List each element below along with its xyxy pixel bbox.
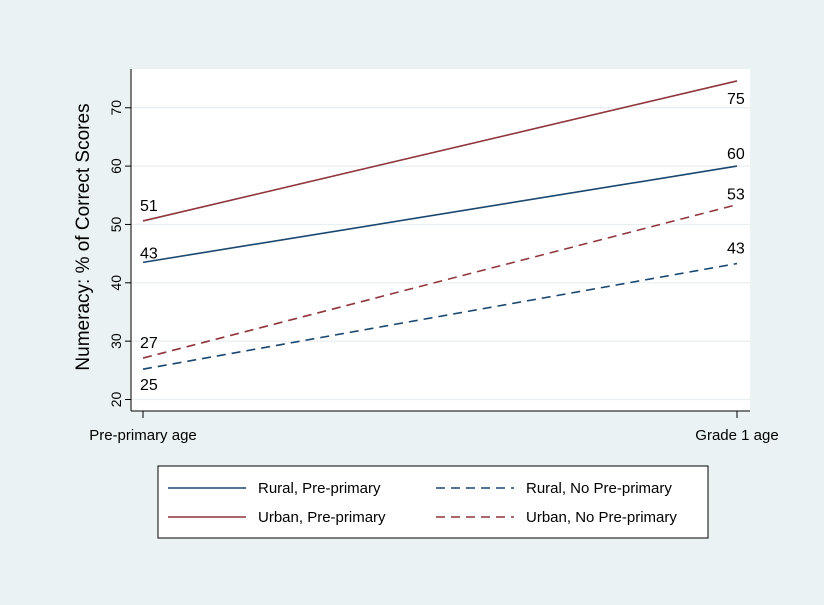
legend: Rural, Pre-primary Rural, No Pre-primary U… [157,465,709,539]
x-tick-label: Grade 1 age [695,427,778,444]
data-label: 43 [140,245,158,262]
data-label: 27 [140,335,158,352]
data-label: 25 [140,377,158,394]
y-axis-title: Numeracy: % of Correct Scores [73,103,94,370]
legend-label: Rural, No Pre-primary [526,480,672,497]
y-tick-label: 60 [108,158,124,174]
y-tick-label: 40 [108,275,124,291]
y-tick-label: 70 [108,100,124,116]
series-line [142,203,738,359]
y-tick-label: 30 [108,333,124,349]
x-tick-label: Pre-primary age [89,427,197,444]
legend-label: Rural, Pre-primary [258,480,381,497]
axes: 20 30 40 50 60 70 Pre-primary age Grade 1 age [89,69,779,444]
legend-box [157,465,709,539]
grid-lines [131,107,750,401]
plot-background [131,69,750,411]
y-tick-label: 50 [108,216,124,232]
data-label: 75 [727,91,745,108]
data-label: 43 [727,241,745,258]
series-lines [142,80,738,370]
data-label: 60 [727,146,745,163]
series-line [142,165,738,264]
data-label: 53 [727,187,745,204]
data-label: 51 [140,198,158,215]
data-labels: 43 60 51 75 25 43 27 53 [140,91,745,394]
series-line [142,262,738,370]
legend-label: Urban, No Pre-primary [526,509,677,526]
y-tick-label: 20 [108,392,124,408]
legend-label: Urban, Pre-primary [258,509,386,526]
series-line [142,80,738,222]
